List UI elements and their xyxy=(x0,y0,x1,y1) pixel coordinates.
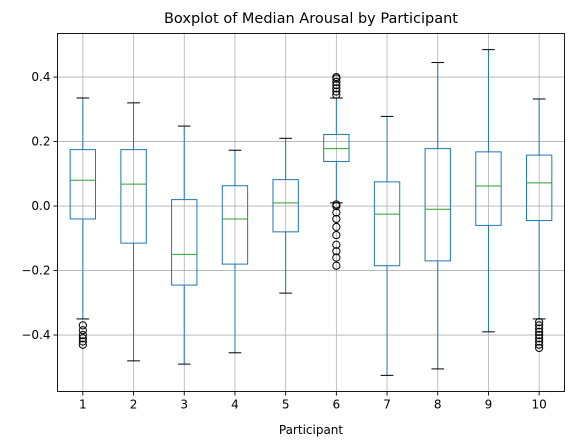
x-tick-label: 2 xyxy=(130,398,138,412)
box-group-2 xyxy=(120,102,147,362)
x-tick-label: 8 xyxy=(434,398,442,412)
box-group-1 xyxy=(69,97,97,349)
y-tick-label: −0.4 xyxy=(21,328,50,342)
x-tick-label: 10 xyxy=(532,398,547,412)
x-tick-label: 5 xyxy=(282,398,290,412)
outlier-point xyxy=(78,326,87,335)
outlier-point xyxy=(332,240,341,249)
outlier-point xyxy=(332,208,341,217)
y-tick-label: −0.2 xyxy=(21,264,50,278)
outlier-point xyxy=(535,343,544,353)
outlier-point xyxy=(78,334,87,343)
outlier-point xyxy=(332,247,341,256)
outlier-point xyxy=(535,318,544,327)
iqr-box xyxy=(69,149,97,220)
iqr-box xyxy=(272,179,299,233)
outlier-point xyxy=(332,77,341,86)
outlier-point xyxy=(332,214,341,224)
box-group-10 xyxy=(525,98,553,353)
outlier-point xyxy=(332,200,341,209)
outlier-point xyxy=(535,340,544,349)
outlier-point xyxy=(535,337,544,346)
iqr-box xyxy=(323,133,350,163)
iqr-box xyxy=(120,149,147,244)
iqr-box xyxy=(424,148,451,262)
y-tick-label: 0.0 xyxy=(31,199,50,213)
outlier-point xyxy=(332,222,341,232)
outlier-point xyxy=(78,340,87,349)
iqr-box xyxy=(373,181,401,267)
box-group-7 xyxy=(373,115,401,376)
outlier-point xyxy=(535,324,544,333)
outlier-point xyxy=(78,337,87,346)
outlier-point xyxy=(535,334,544,343)
tick-layer: 1 2 3 4 5 6 7 8 9 10 −0.4 −0.2 0.0 0.2 0.4 xyxy=(21,70,546,411)
outlier-point xyxy=(332,90,341,99)
outlier-point xyxy=(535,327,544,336)
outlier-point xyxy=(332,72,341,82)
box-group-4 xyxy=(221,149,249,354)
x-tick-label: 4 xyxy=(231,398,239,412)
iqr-box xyxy=(525,154,553,222)
outlier-point xyxy=(332,81,341,90)
outlier-point xyxy=(332,261,341,270)
iqr-box xyxy=(475,151,502,226)
outlier-point xyxy=(78,330,87,340)
x-tick-label: 7 xyxy=(383,398,391,412)
x-tick-label: 1 xyxy=(79,398,87,412)
outlier-point xyxy=(332,253,341,262)
outlier-point xyxy=(332,230,341,240)
outlier-point xyxy=(332,87,341,96)
x-tick-label: 6 xyxy=(333,398,341,412)
outlier-point xyxy=(78,321,87,330)
outlier-point xyxy=(332,84,341,93)
iqr-box xyxy=(171,199,198,286)
x-tick-label: 9 xyxy=(485,398,493,412)
y-tick-label: 0.4 xyxy=(31,70,50,84)
x-axis-label: Participant xyxy=(279,423,344,437)
box-group-3 xyxy=(171,125,198,365)
box-group-9 xyxy=(475,49,502,333)
box-group-6 xyxy=(323,72,350,270)
plot-frame xyxy=(57,33,565,392)
x-tick-label: 3 xyxy=(180,398,188,412)
box-group-8 xyxy=(424,62,451,370)
outlier-point xyxy=(535,321,544,330)
chart-title: Boxplot of Median Arousal by Participant xyxy=(164,11,458,27)
box-layer xyxy=(69,49,553,376)
iqr-box xyxy=(221,185,249,265)
y-tick-label: 0.2 xyxy=(31,135,50,149)
box-group-5 xyxy=(272,137,299,294)
outlier-point xyxy=(535,330,544,340)
